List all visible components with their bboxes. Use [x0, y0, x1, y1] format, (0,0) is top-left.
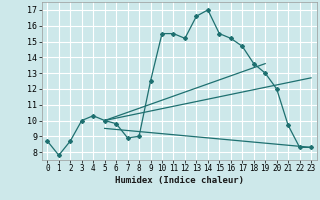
X-axis label: Humidex (Indice chaleur): Humidex (Indice chaleur)	[115, 176, 244, 185]
